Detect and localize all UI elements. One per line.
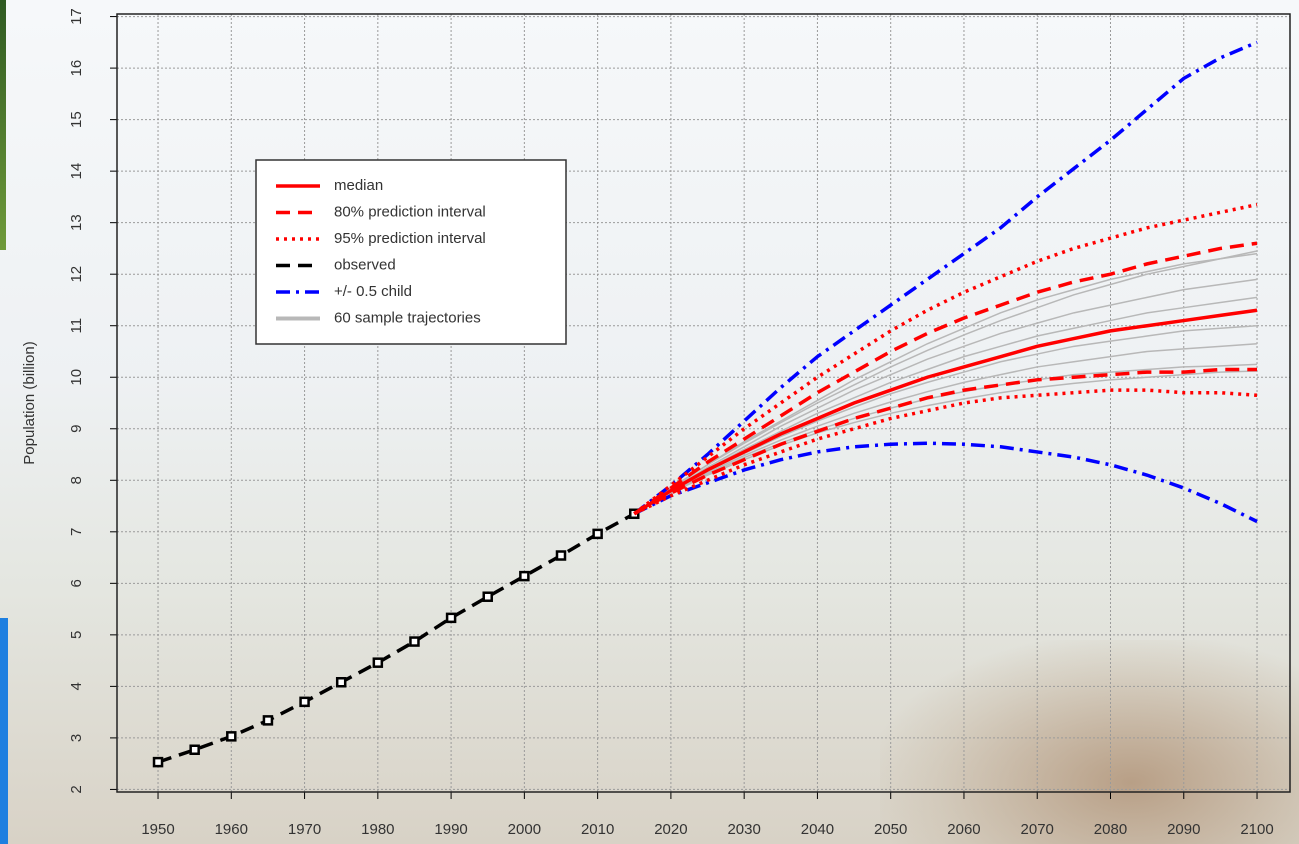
x-tick-label: 2100 <box>1240 821 1273 838</box>
point <box>557 552 565 560</box>
point <box>594 530 602 538</box>
y-tick-label: 5 <box>68 631 85 639</box>
y-tick-label: 13 <box>68 214 85 231</box>
x-tick-label: 2040 <box>801 821 834 838</box>
x-tick-label: 2020 <box>654 821 687 838</box>
y-tick-label: 8 <box>68 476 85 484</box>
legend-label: 95% prediction interval <box>334 230 486 247</box>
y-tick-label: 2 <box>68 785 85 793</box>
x-tick-label: 2050 <box>874 821 907 838</box>
legend-label: 80% prediction interval <box>334 203 486 220</box>
y-tick-label: 6 <box>68 579 85 587</box>
y-tick-label: 12 <box>68 266 85 283</box>
point <box>191 746 199 754</box>
x-tick-label: 2070 <box>1021 821 1054 838</box>
x-tick-label: 2090 <box>1167 821 1200 838</box>
sample-trajectory <box>634 254 1257 514</box>
x-tick-label: 2010 <box>581 821 614 838</box>
legend-label: 60 sample trajectories <box>334 309 481 326</box>
point <box>374 659 382 667</box>
point <box>484 593 492 601</box>
plot-frame <box>117 14 1290 792</box>
x-tick-label: 1990 <box>434 821 467 838</box>
series-line <box>634 310 1257 514</box>
y-tick-label: 10 <box>68 369 85 386</box>
legend-label: +/- 0.5 child <box>334 283 412 300</box>
point <box>447 614 455 622</box>
x-tick-label: 1950 <box>141 821 174 838</box>
point <box>264 716 272 724</box>
y-axis-label: Population (billion) <box>21 341 38 464</box>
y-tick-label: 4 <box>68 682 85 690</box>
point <box>337 678 345 686</box>
series-line <box>634 370 1257 514</box>
point <box>227 732 235 740</box>
legend-label: observed <box>334 256 396 273</box>
x-tick-label: 1980 <box>361 821 394 838</box>
page: Population (billion) 2 3 4 5 6 7 8 9 10 11 12 13 14 1… <box>0 0 1299 844</box>
sample-trajectory <box>634 326 1257 514</box>
chart: Population (billion) 2 3 4 5 6 7 8 9 10 11 12 13 14 1… <box>0 0 1299 844</box>
legend-label: median <box>334 177 383 194</box>
point <box>154 758 162 766</box>
y-tick-label: 11 <box>68 318 85 334</box>
series-line <box>634 443 1257 521</box>
point <box>410 638 418 646</box>
point <box>301 698 309 706</box>
sample-trajectory <box>634 279 1257 513</box>
x-tick-label: 2080 <box>1094 821 1127 838</box>
y-tick-label: 7 <box>68 528 85 536</box>
x-tick-label: 2030 <box>727 821 760 838</box>
point <box>520 572 528 580</box>
x-tick-label: 2000 <box>508 821 541 838</box>
sample-trajectory <box>634 251 1257 514</box>
y-tick-label: 17 <box>68 8 85 25</box>
y-tick-label: 15 <box>68 111 85 128</box>
y-tick-label: 3 <box>68 734 85 742</box>
y-tick-label: 16 <box>68 60 85 77</box>
x-tick-label: 2060 <box>947 821 980 838</box>
series-line <box>634 243 1257 513</box>
y-tick-label: 9 <box>68 425 85 433</box>
x-tick-label: 1960 <box>215 821 248 838</box>
y-tick-label: 14 <box>68 163 85 180</box>
x-tick-label: 1970 <box>288 821 321 838</box>
